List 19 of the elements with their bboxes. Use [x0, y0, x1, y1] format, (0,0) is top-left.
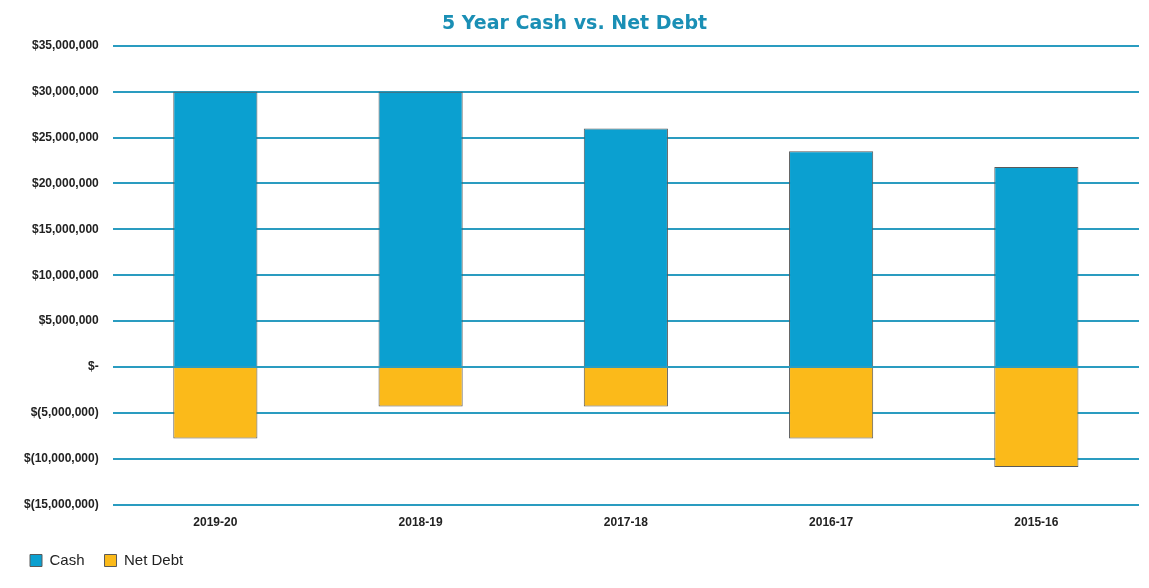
y-tick-label: $5,000,000	[38, 313, 100, 328]
legend-label: Cash	[49, 550, 85, 568]
legend-label: Net Debt	[124, 550, 185, 568]
x-tick-label: 2019-20	[193, 515, 238, 530]
y-tick-label: $30,000,000	[31, 83, 100, 98]
y-tick-label: $25,000,000	[31, 129, 100, 144]
y-tick-label: $20,000,000	[31, 175, 100, 190]
y-tick-label: $10,000,000	[31, 267, 100, 282]
x-tick-label: 2018-19	[398, 515, 443, 530]
y-tick-label: $35,000,000	[31, 38, 100, 53]
x-tick-label: 2017-18	[603, 515, 649, 530]
y-tick-label: $(10,000,000)	[23, 451, 99, 466]
y-tick-label: $15,000,000	[31, 221, 100, 236]
x-tick-label: 2015-16	[1014, 515, 1059, 530]
y-tick-label: $(5,000,000)	[30, 405, 99, 420]
y-tick-label: $(15,000,000)	[23, 496, 99, 511]
x-tick-label: 2016-17	[809, 515, 854, 530]
y-tick-label: $-	[88, 359, 99, 374]
chart-title: 5 Year Cash vs. Net Debt	[441, 11, 708, 34]
